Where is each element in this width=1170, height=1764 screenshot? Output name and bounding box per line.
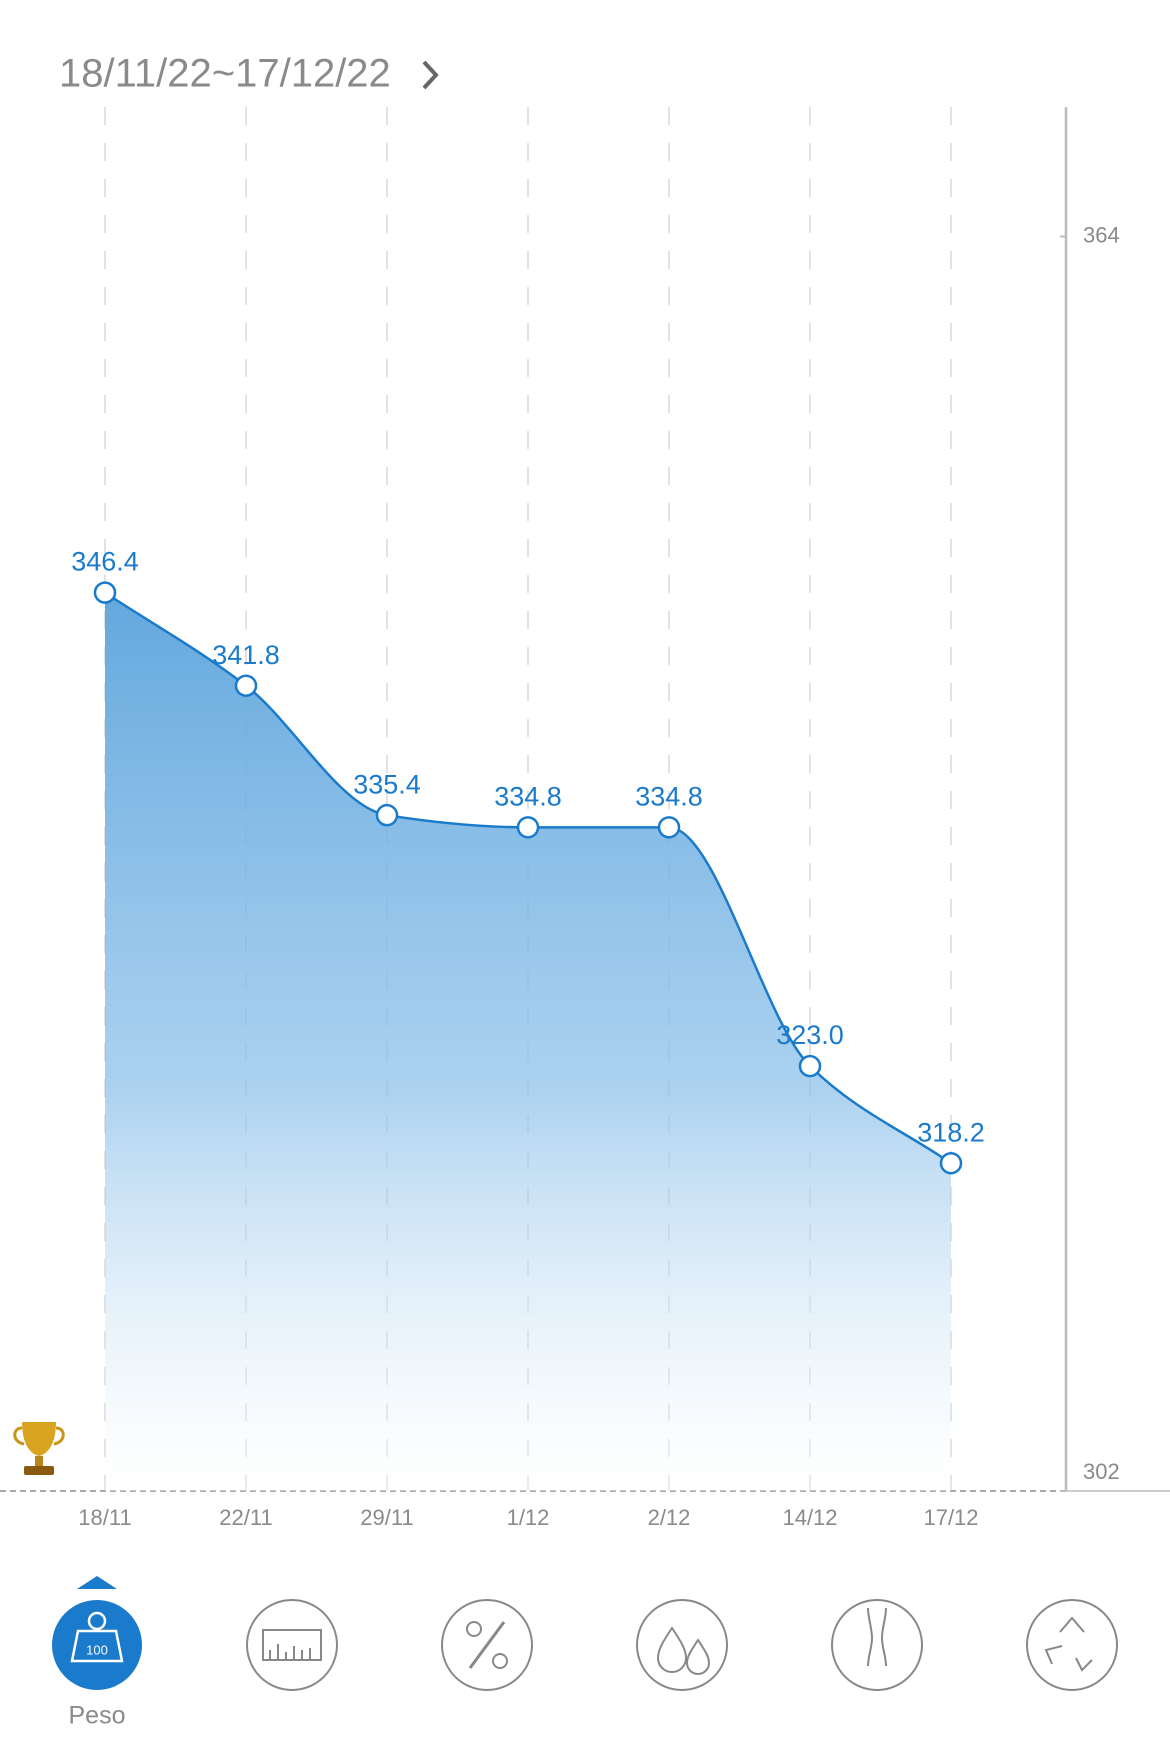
tab-percent[interactable]: [441, 1599, 533, 1691]
tab-chart[interactable]: [246, 1599, 338, 1691]
data-point: [657, 816, 681, 839]
data-point: [93, 581, 117, 604]
data-point: [798, 1054, 822, 1078]
value-label: 346.4: [71, 547, 139, 577]
value-label: 334.8: [494, 781, 562, 811]
value-label: 341.8: [212, 640, 280, 670]
tab-bone[interactable]: [831, 1599, 923, 1691]
x-tick-label: 2/12: [648, 1505, 691, 1530]
data-point: [234, 674, 258, 697]
x-tick-label: 17/12: [923, 1505, 978, 1530]
area: [105, 592, 951, 1491]
tab-weight[interactable]: [52, 1600, 142, 1690]
tab-icon: [656, 1626, 711, 1675]
data-point: [939, 1151, 963, 1175]
x-tick-label: 14/12: [782, 1505, 837, 1530]
tab-icon: [1044, 1616, 1093, 1672]
x-tick-label: 29/11: [360, 1505, 413, 1530]
tab-recycle[interactable]: [1026, 1599, 1118, 1691]
trophy: [13, 1422, 65, 1475]
data-point: [375, 803, 399, 827]
y-tick-label: 302: [1083, 1459, 1120, 1484]
tab-water[interactable]: [636, 1599, 728, 1691]
x-tick-label: 1/12: [507, 1505, 550, 1530]
date-range[interactable]: 18/11/22~17/12/22: [59, 52, 391, 96]
tab-icon: [262, 1629, 322, 1661]
tab-icon: [492, 1653, 508, 1669]
tab-icon: [468, 1621, 506, 1669]
chevron[interactable]: [422, 60, 439, 90]
tab-label: Peso: [69, 1702, 126, 1730]
tab-icon: [269, 1644, 311, 1660]
x-tick-label: 18/11: [78, 1505, 131, 1530]
x-tick-label: 22/11: [219, 1505, 272, 1530]
tab-icon: [466, 1621, 482, 1637]
tab-indicator: [77, 1576, 117, 1589]
tab-icon: [87, 1611, 107, 1631]
tab-icon: [70, 1629, 124, 1663]
tab-bar: 100 Peso: [52, 1576, 1118, 1730]
value-label: 323.0: [776, 1020, 844, 1050]
tab-icon: [867, 1607, 887, 1667]
value-label: 334.8: [635, 781, 703, 811]
y-tick-label: 364: [1083, 222, 1120, 247]
value-label: 318.2: [917, 1117, 985, 1147]
tab-icon-text: 100: [86, 1642, 108, 1657]
value-label: 335.4: [353, 769, 421, 799]
data-point: [516, 816, 540, 839]
